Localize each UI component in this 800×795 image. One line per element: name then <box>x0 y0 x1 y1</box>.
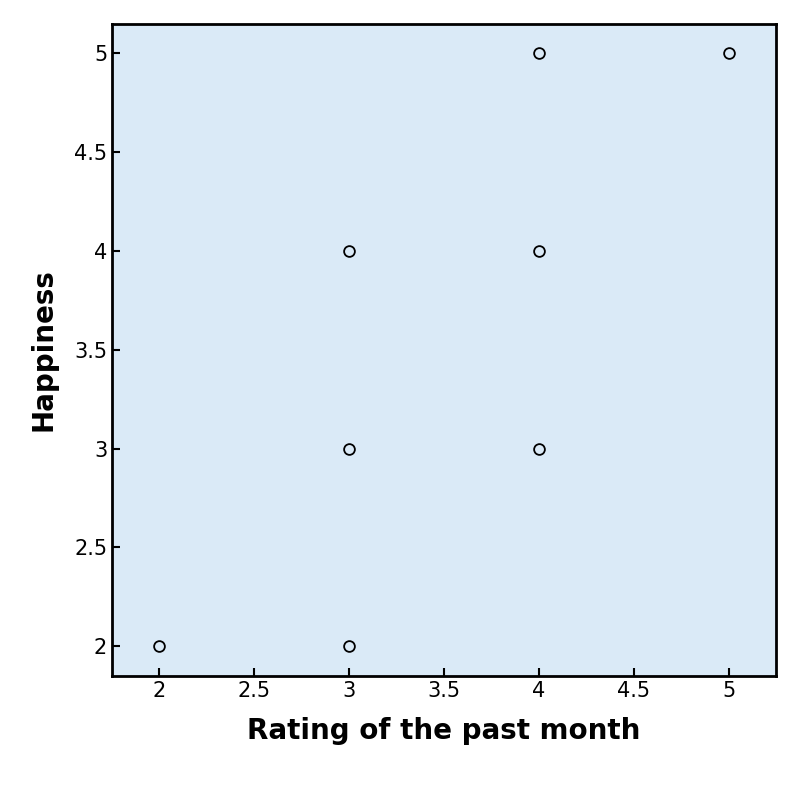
Point <box>722 47 735 60</box>
Point <box>533 442 546 455</box>
Point <box>533 47 546 60</box>
Point <box>342 442 355 455</box>
Point <box>342 245 355 258</box>
X-axis label: Rating of the past month: Rating of the past month <box>247 717 641 745</box>
Y-axis label: Happiness: Happiness <box>30 269 58 431</box>
Point <box>533 245 546 258</box>
Point <box>153 640 166 653</box>
Point <box>342 640 355 653</box>
